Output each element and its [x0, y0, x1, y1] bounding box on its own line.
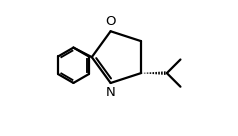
Polygon shape	[161, 72, 163, 75]
Text: N: N	[106, 86, 115, 99]
Polygon shape	[153, 72, 154, 74]
Polygon shape	[150, 72, 151, 74]
Polygon shape	[144, 73, 145, 74]
Polygon shape	[147, 72, 148, 74]
Polygon shape	[164, 71, 166, 75]
Polygon shape	[158, 72, 160, 75]
Polygon shape	[155, 72, 157, 74]
Text: O: O	[105, 15, 116, 28]
